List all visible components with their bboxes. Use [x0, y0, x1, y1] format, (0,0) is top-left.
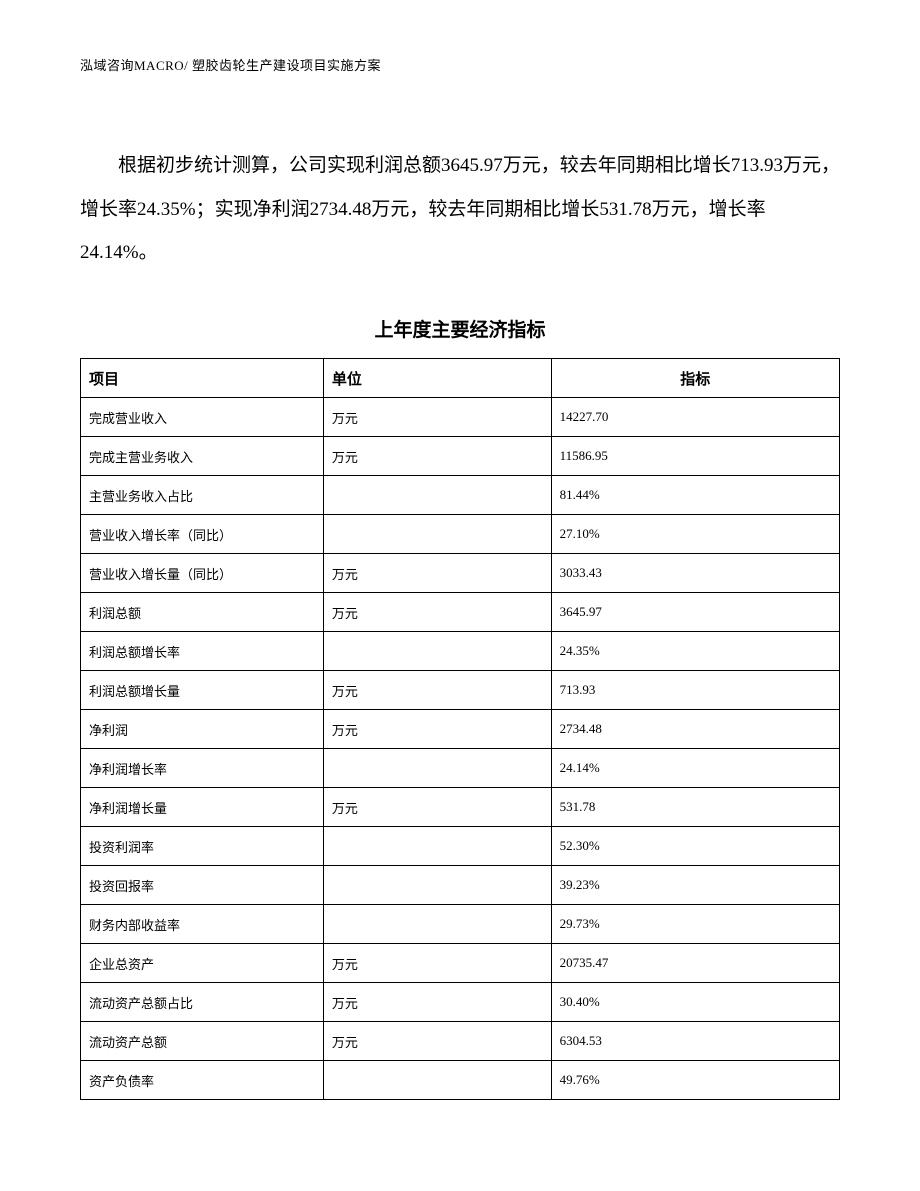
table-header-row: 项目 单位 指标: [81, 359, 840, 398]
table-col-indicator: 指标: [551, 359, 839, 398]
table-row: 净利润万元2734.48: [81, 710, 840, 749]
table-cell: 20735.47: [551, 944, 839, 983]
table-row: 流动资产总额万元6304.53: [81, 1022, 840, 1061]
table-body: 完成营业收入万元14227.70完成主营业务收入万元11586.95主营业务收入…: [81, 398, 840, 1100]
table-cell: 39.23%: [551, 866, 839, 905]
table-cell: 投资回报率: [81, 866, 324, 905]
table-cell: 万元: [323, 398, 551, 437]
table-cell: 万元: [323, 671, 551, 710]
table-title: 上年度主要经济指标: [80, 315, 840, 342]
table-cell: 713.93: [551, 671, 839, 710]
document-page: 泓域咨询MACRO/ 塑胶齿轮生产建设项目实施方案 根据初步统计测算，公司实现利…: [0, 0, 920, 1191]
table-cell: [323, 905, 551, 944]
indicators-table: 项目 单位 指标 完成营业收入万元14227.70完成主营业务收入万元11586…: [80, 358, 840, 1100]
table-cell: 万元: [323, 983, 551, 1022]
table-cell: 24.35%: [551, 632, 839, 671]
table-cell: 完成营业收入: [81, 398, 324, 437]
table-cell: 万元: [323, 944, 551, 983]
table-cell: 27.10%: [551, 515, 839, 554]
table-cell: [323, 827, 551, 866]
table-cell: 6304.53: [551, 1022, 839, 1061]
table-cell: 30.40%: [551, 983, 839, 1022]
table-cell: 净利润: [81, 710, 324, 749]
table-row: 投资回报率 39.23%: [81, 866, 840, 905]
table-cell: [323, 866, 551, 905]
table-cell: 利润总额增长量: [81, 671, 324, 710]
table-cell: 财务内部收益率: [81, 905, 324, 944]
table-row: 营业收入增长率（同比） 27.10%: [81, 515, 840, 554]
table-row: 利润总额增长量万元713.93: [81, 671, 840, 710]
table-cell: 11586.95: [551, 437, 839, 476]
table-row: 利润总额万元3645.97: [81, 593, 840, 632]
table-row: 投资利润率 52.30%: [81, 827, 840, 866]
table-row: 完成主营业务收入万元11586.95: [81, 437, 840, 476]
table-cell: 净利润增长率: [81, 749, 324, 788]
table-cell: 净利润增长量: [81, 788, 324, 827]
table-row: 营业收入增长量（同比）万元3033.43: [81, 554, 840, 593]
table-cell: 2734.48: [551, 710, 839, 749]
table-cell: 3645.97: [551, 593, 839, 632]
table-cell: 49.76%: [551, 1061, 839, 1100]
table-cell: 流动资产总额占比: [81, 983, 324, 1022]
table-cell: 万元: [323, 788, 551, 827]
table-cell: [323, 515, 551, 554]
table-cell: 营业收入增长量（同比）: [81, 554, 324, 593]
table-cell: 主营业务收入占比: [81, 476, 324, 515]
table-cell: 531.78: [551, 788, 839, 827]
table-row: 资产负债率 49.76%: [81, 1061, 840, 1100]
table-col-project: 项目: [81, 359, 324, 398]
table-cell: 投资利润率: [81, 827, 324, 866]
table-col-unit: 单位: [323, 359, 551, 398]
table-row: 财务内部收益率 29.73%: [81, 905, 840, 944]
table-cell: 资产负债率: [81, 1061, 324, 1100]
table-row: 净利润增长率 24.14%: [81, 749, 840, 788]
table-cell: 万元: [323, 710, 551, 749]
table-row: 完成营业收入万元14227.70: [81, 398, 840, 437]
table-cell: [323, 632, 551, 671]
table-cell: 万元: [323, 437, 551, 476]
table-cell: 企业总资产: [81, 944, 324, 983]
table-row: 净利润增长量万元531.78: [81, 788, 840, 827]
table-cell: 3033.43: [551, 554, 839, 593]
table-row: 企业总资产万元20735.47: [81, 944, 840, 983]
table-cell: 万元: [323, 593, 551, 632]
table-cell: 完成主营业务收入: [81, 437, 324, 476]
table-row: 主营业务收入占比 81.44%: [81, 476, 840, 515]
summary-paragraph: 根据初步统计测算，公司实现利润总额3645.97万元，较去年同期相比增长713.…: [80, 144, 840, 275]
table-cell: 29.73%: [551, 905, 839, 944]
table-row: 利润总额增长率 24.35%: [81, 632, 840, 671]
table-cell: [323, 1061, 551, 1100]
table-cell: 营业收入增长率（同比）: [81, 515, 324, 554]
table-cell: [323, 749, 551, 788]
table-row: 流动资产总额占比万元30.40%: [81, 983, 840, 1022]
table-cell: 万元: [323, 554, 551, 593]
table-cell: 流动资产总额: [81, 1022, 324, 1061]
table-cell: 利润总额: [81, 593, 324, 632]
table-cell: 52.30%: [551, 827, 839, 866]
table-cell: 24.14%: [551, 749, 839, 788]
table-cell: 万元: [323, 1022, 551, 1061]
table-cell: [323, 476, 551, 515]
table-cell: 利润总额增长率: [81, 632, 324, 671]
page-header: 泓域咨询MACRO/ 塑胶齿轮生产建设项目实施方案: [80, 55, 840, 74]
table-cell: 14227.70: [551, 398, 839, 437]
table-cell: 81.44%: [551, 476, 839, 515]
